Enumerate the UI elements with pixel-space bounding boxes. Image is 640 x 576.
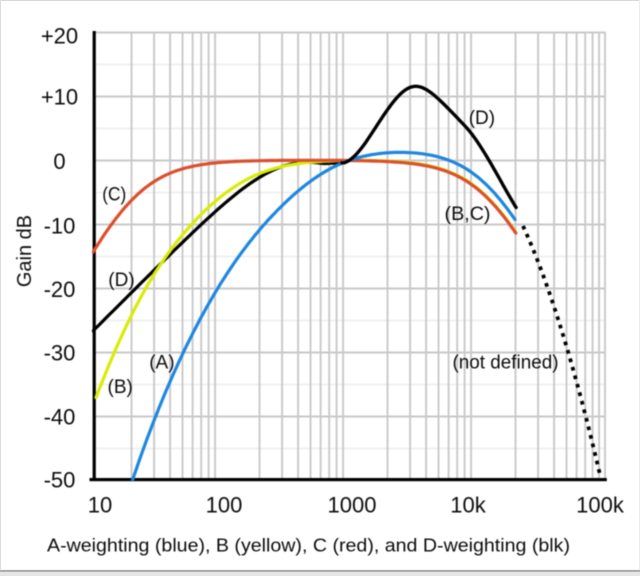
svg-text:100k: 100k: [576, 493, 625, 518]
svg-text:(not defined): (not defined): [453, 353, 559, 374]
svg-text:(A): (A): [149, 353, 174, 374]
svg-text:-50: -50: [44, 468, 76, 493]
svg-text:+20: +20: [41, 24, 78, 49]
svg-text:(D): (D): [469, 108, 495, 129]
svg-text:(B): (B): [108, 377, 133, 398]
svg-text:(C): (C): [102, 184, 126, 205]
svg-text:A-weighting (blue), B (yellow): A-weighting (blue), B (yellow), C (red),…: [47, 535, 570, 555]
svg-text:-20: -20: [44, 277, 76, 302]
svg-text:+10: +10: [41, 85, 78, 110]
svg-text:0: 0: [53, 149, 65, 174]
svg-text:-40: -40: [44, 405, 76, 430]
svg-text:-30: -30: [44, 341, 76, 366]
svg-text:-10: -10: [44, 214, 76, 239]
svg-text:100: 100: [206, 493, 243, 518]
svg-text:1000: 1000: [328, 493, 377, 518]
svg-text:(D): (D): [108, 270, 134, 291]
svg-text:(B,C): (B,C): [445, 204, 491, 225]
svg-text:10: 10: [88, 493, 112, 518]
svg-text:10k: 10k: [450, 493, 486, 518]
svg-text:Gain dB: Gain dB: [14, 215, 36, 287]
